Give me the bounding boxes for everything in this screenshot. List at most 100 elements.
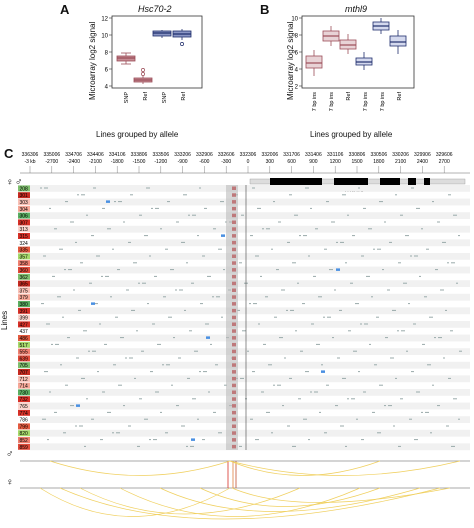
feature-mark [292,445,296,447]
feature-mark [153,439,157,441]
feature-mark [425,411,429,413]
row-band [30,389,470,396]
coord-label: 335006 [43,152,60,158]
feature-mark [52,275,55,277]
feature-mark [67,337,70,339]
line-id: 786 [20,418,29,424]
line-color-cell [18,212,30,219]
panel-b-box-5 [372,18,390,34]
feature-mark [351,398,355,400]
feature-mark [345,262,347,264]
line-id: 360 [20,268,29,274]
line-id: 357 [20,254,29,260]
feature-mark [178,357,181,359]
feature-mark [112,248,114,250]
panel-b-box-2 [322,26,340,46]
line-id: 714 [20,384,29,390]
feature-mark [131,309,135,311]
feature-mark [409,418,412,420]
ytick-label: 4 [105,85,109,91]
feature-mark [310,391,312,393]
feature-mark [89,282,92,284]
line-color-cell [18,314,30,321]
feature-mark [151,207,153,209]
group-label: 7 bp ins [312,92,318,112]
line-id: 730 [20,390,29,396]
feature-mark [281,289,285,291]
line-color-cell [18,328,30,335]
feature-mark [102,207,105,209]
feature-mark [123,221,125,223]
feature-mark [194,350,198,352]
feature-mark [326,384,329,386]
feature-mark [120,337,124,339]
feature-mark [421,228,423,230]
feature-mark [376,316,379,318]
feature-mark [40,187,42,189]
feature-mark [300,350,303,352]
feature-mark [70,405,74,407]
panel-a-box-1 [116,52,136,65]
feature-mark [355,303,359,305]
line-color-cell [18,280,30,287]
feature-mark [137,445,140,447]
line-color-cell [18,219,30,226]
feature-mark [144,235,148,237]
feature-mark [273,201,275,203]
feature-mark [308,255,310,257]
highlight-column [226,185,247,450]
line-color-cell [18,437,30,443]
coord-label: 336306 [22,152,39,158]
feature-mark [294,214,298,216]
line-id: 365 [20,282,29,288]
offset-label: 1500 [351,159,362,165]
feature-mark [368,228,372,230]
feature-mark [146,187,150,189]
feature-mark [94,303,98,305]
feature-mark [408,303,410,305]
feature-mark [334,289,336,291]
feature-mark [105,275,109,277]
feature-mark [126,289,129,291]
feature-mark [358,187,360,189]
offset-label: -2700 [45,159,58,165]
feature-mark [204,207,207,209]
feature-mark [416,391,420,393]
feature-mark [434,337,436,339]
line-color-cell [18,253,30,260]
coord-label: 329906 [414,152,431,158]
line-color-cell [18,260,30,267]
feature-mark [70,221,74,223]
feature-mark [426,248,429,250]
line-id: 301 [20,193,29,199]
feature-mark [170,269,174,271]
feature-mark [80,262,83,264]
feature-mark [405,235,409,237]
offset-label: 900 [309,159,318,165]
coord-label: 332006 [261,152,278,158]
line-color-cell [18,226,30,233]
feature-mark [421,411,423,413]
offset-label: 600 [287,159,296,165]
feature-mark [114,201,116,203]
feature-mark [141,350,144,352]
feature-mark [411,187,414,189]
group-label: SNP [124,92,130,104]
feature-mark [286,309,288,311]
feature-mark [147,303,149,305]
coord-label: 329606 [436,152,453,158]
variant-mark [206,336,210,339]
feature-mark [398,445,401,447]
feature-mark [115,316,118,318]
row-band [30,334,470,342]
coord-label: 331106 [327,152,344,158]
feature-mark [213,411,216,413]
feature-mark [83,330,87,332]
feature-mark [223,269,225,271]
feature-mark [88,350,90,352]
feature-mark [163,296,166,298]
coord-label: 334706 [65,152,82,158]
row-band [30,212,470,219]
feature-mark [160,411,162,413]
line-color-cell [18,294,30,301]
